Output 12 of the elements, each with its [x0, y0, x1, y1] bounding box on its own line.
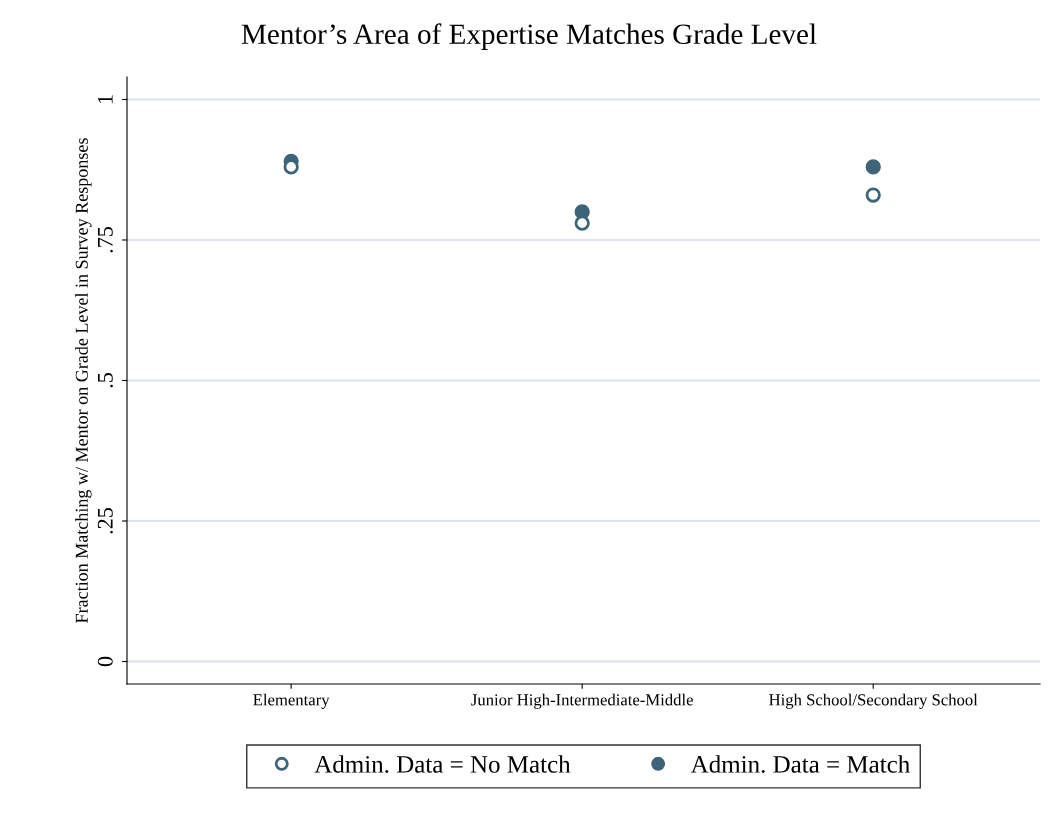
y-tick-label: .5	[97, 373, 113, 388]
y-tick-label: 1	[97, 95, 113, 104]
legend-label: Admin. Data = Match	[690, 755, 910, 773]
y-axis-title: Fraction Matching w/ Mentor on Grade Level in Survey Responses	[75, 138, 92, 623]
y-tick-label: .75	[97, 226, 113, 253]
chart-title: Mentor’s Area of Expertise Matches Grade Level	[241, 23, 817, 50]
y-tick-label: 0	[97, 656, 113, 667]
y-tick-label: .25	[97, 507, 113, 534]
x-tick-label: High School/Secondary School	[769, 693, 978, 709]
x-tick-label: Elementary	[253, 693, 330, 709]
legend-label: Admin. Data = No Match	[314, 755, 571, 773]
x-tick-label: Junior High-Intermediate-Middle	[471, 693, 693, 709]
